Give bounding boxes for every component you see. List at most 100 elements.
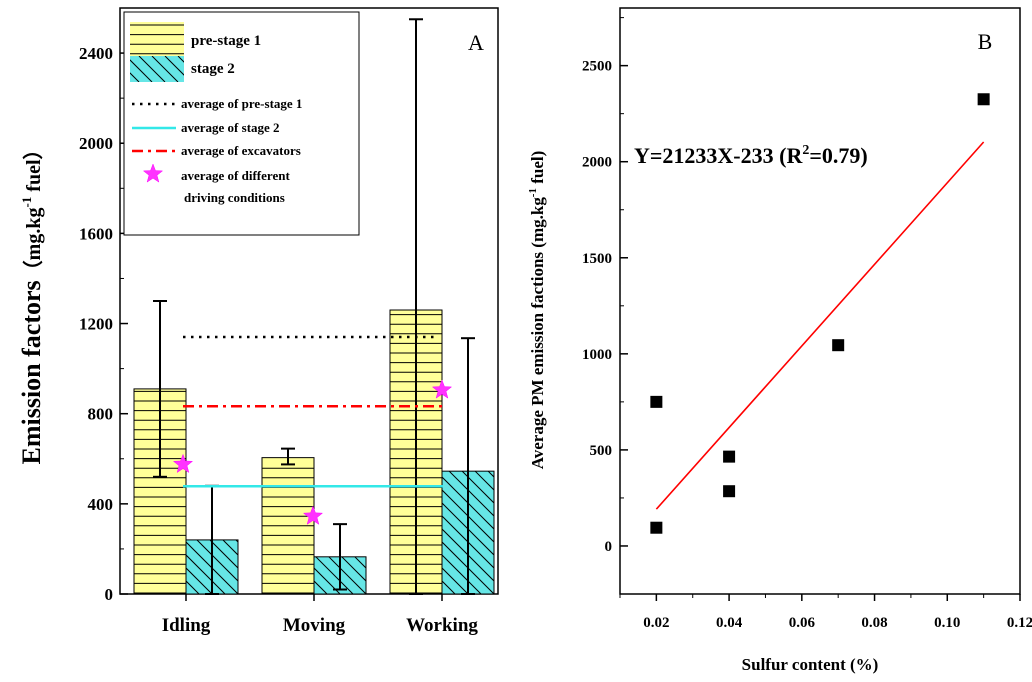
panel-b: 0 500 1000 1500 2000 2500 0.02 0.04 0.06 0.08 0.1…	[527, 7, 1032, 674]
x-tick-label-idling: Idling	[162, 615, 211, 636]
legend-swatch-hatch-stage-2	[130, 56, 184, 82]
bar-hatch-stage-2	[442, 502, 494, 556]
bar-hatch-stage-2	[540, 471, 663, 594]
bar-hatch-stage-2	[354, 556, 366, 569]
legend-label-average-different: average of different	[181, 168, 290, 183]
bar-hatch-stage-2	[222, 539, 238, 556]
bar-hatch-stage-2	[314, 580, 328, 594]
bar-hatch-stage-2	[448, 471, 494, 517]
bar-hatch-stage-2	[605, 471, 728, 594]
regression-equation-main: Y=21233X-233 (R	[634, 143, 803, 168]
bar-hatch-stage-2	[442, 567, 469, 594]
data-point-4	[832, 339, 845, 352]
bar-hatch-stage-2	[186, 567, 213, 595]
data-point-2	[723, 450, 736, 463]
y-tick-label-800: 800	[88, 405, 114, 424]
b-y-tick-label-500: 500	[590, 443, 613, 459]
panel-b-label: B	[978, 29, 993, 54]
legend-hatch-line	[164, 56, 184, 76]
panel-a: 0 400 800 1200 1600 2000 2400 Idling Moving Work…	[17, 7, 728, 636]
bar-hatch-stage-2	[514, 471, 637, 594]
bar-hatch-stage-2-group	[186, 539, 238, 595]
bar-hatch-stage-2	[527, 471, 650, 594]
regression-line	[655, 141, 985, 510]
panel-b-fit-line	[655, 141, 985, 510]
bar-hatch-stage-2	[501, 471, 624, 594]
regression-equation-sup: 2	[802, 143, 809, 158]
y-tick-label-0: 0	[105, 585, 114, 604]
y-tick-label-1600: 1600	[79, 224, 113, 243]
y-tick-label-2000: 2000	[79, 134, 113, 153]
b-y-tick-label-2000: 2000	[582, 155, 612, 171]
y-axis-title-unit-sup: -1	[19, 197, 34, 208]
x-tick-label-moving: Moving	[283, 615, 346, 636]
data-point-0	[650, 395, 663, 408]
legend-label-average-pre-stage-1: average of pre-stage 1	[181, 96, 302, 111]
legend-label-stage-2: stage 2	[191, 61, 235, 77]
bar-hatch-stage-2-group	[314, 556, 366, 594]
panel-a-average-lines	[183, 335, 443, 488]
legend-label-driving-conditions: driving conditions	[184, 190, 285, 205]
b-y-tick-label-1500: 1500	[582, 251, 612, 267]
b-x-tick-label-0.12: 0.12	[1007, 615, 1032, 631]
bar-hatch-stage-2	[461, 471, 494, 504]
b-y-tick-label-1000: 1000	[582, 347, 612, 363]
average-star-idling	[172, 453, 194, 474]
bar-hatch-stage-2	[209, 539, 238, 569]
bar-hatch-stage-2	[315, 556, 354, 594]
panel-a-bars	[133, 309, 728, 595]
panel-b-y-axis: 0 500 1000 1500 2000 2500	[582, 17, 628, 555]
data-point-5	[977, 93, 990, 106]
bar-hatch-stage-2	[196, 539, 238, 582]
legend-hatch-line	[138, 56, 166, 82]
bar-hatch-stage-2	[487, 471, 494, 478]
panel-a-x-axis: Idling Moving Working	[162, 594, 478, 636]
legend-item-average-pre-stage-1: average of pre-stage 1	[132, 96, 302, 111]
legend-hatch-line	[130, 72, 140, 82]
b-x-tick-label-0.02: 0.02	[643, 615, 669, 631]
bar-hatch-stage-2	[442, 554, 482, 594]
legend-swatch-hatch-pre-stage-1	[130, 24, 184, 55]
panel-a-stars	[172, 379, 453, 525]
data-point-3	[723, 485, 736, 498]
b-x-tick-label-0.08: 0.08	[861, 615, 887, 631]
y-axis-title-unit-close: fuel）	[22, 139, 45, 196]
bar-hatch-stage-2	[314, 567, 341, 594]
panel-a-y-axis: 0 400 800 1200 1600 2000 2400	[79, 44, 128, 604]
panel-a-label: A	[468, 30, 484, 55]
legend-hatch-line	[177, 56, 184, 63]
legend-hatch-line	[151, 56, 179, 82]
b-x-tick-label-0.10: 0.10	[934, 615, 960, 631]
legend-label-pre-stage-1: pre-stage 1	[191, 33, 261, 49]
bar-hatch-stage-2	[442, 541, 494, 594]
bar-hatch-stage-2	[186, 541, 238, 595]
legend: pre-stage 1 stage 2 average of pre-stage…	[123, 11, 360, 236]
bar-hatch-stage-2	[186, 554, 226, 595]
legend-label-average-excavators: average of excavators	[181, 143, 301, 158]
bar-hatch-stage-2	[442, 515, 494, 569]
panel-b-x-axis: 0.02 0.04 0.06 0.08 0.10 0.12	[619, 594, 1032, 631]
panel-b-y-axis-title-end: fuel)	[528, 151, 547, 188]
average-star-working	[431, 379, 453, 399]
regression-equation: Y=21233X-233 (R2=0.79)	[634, 143, 868, 168]
panel-b-x-axis-title: Sulfur content (%)	[742, 655, 879, 674]
bar-hatch-stage-2	[442, 528, 494, 582]
b-y-tick-label-2500: 2500	[582, 59, 612, 75]
panel-a-error-bars	[153, 18, 475, 595]
bar-hatch-stage-2	[186, 580, 200, 595]
legend-item-pre-stage-1: pre-stage 1	[130, 22, 261, 56]
legend-item-average-excavators: average of excavators	[132, 143, 301, 158]
bar-hatch-stage-2	[328, 556, 366, 594]
panel-b-y-axis-title-sup: -1	[527, 188, 539, 197]
bar-hatch-stage-2-group	[442, 471, 728, 594]
panel-b-y-axis-title-main: Average PM emission factions (mg.kg	[528, 197, 547, 470]
y-tick-label-1200: 1200	[79, 315, 113, 334]
y-tick-label-2400: 2400	[79, 44, 113, 63]
x-tick-label-working: Working	[406, 615, 478, 636]
y-tick-label-400: 400	[88, 495, 114, 514]
bar-hatch-stage-2	[442, 489, 494, 543]
panel-b-y-axis-title: Average PM emission factions (mg.kg-1 fu…	[527, 151, 547, 470]
regression-equation-end: =0.79)	[809, 143, 867, 168]
bar-hatch-stage-2	[341, 556, 366, 582]
legend-item-average-stage-2: average of stage 2	[132, 120, 280, 135]
